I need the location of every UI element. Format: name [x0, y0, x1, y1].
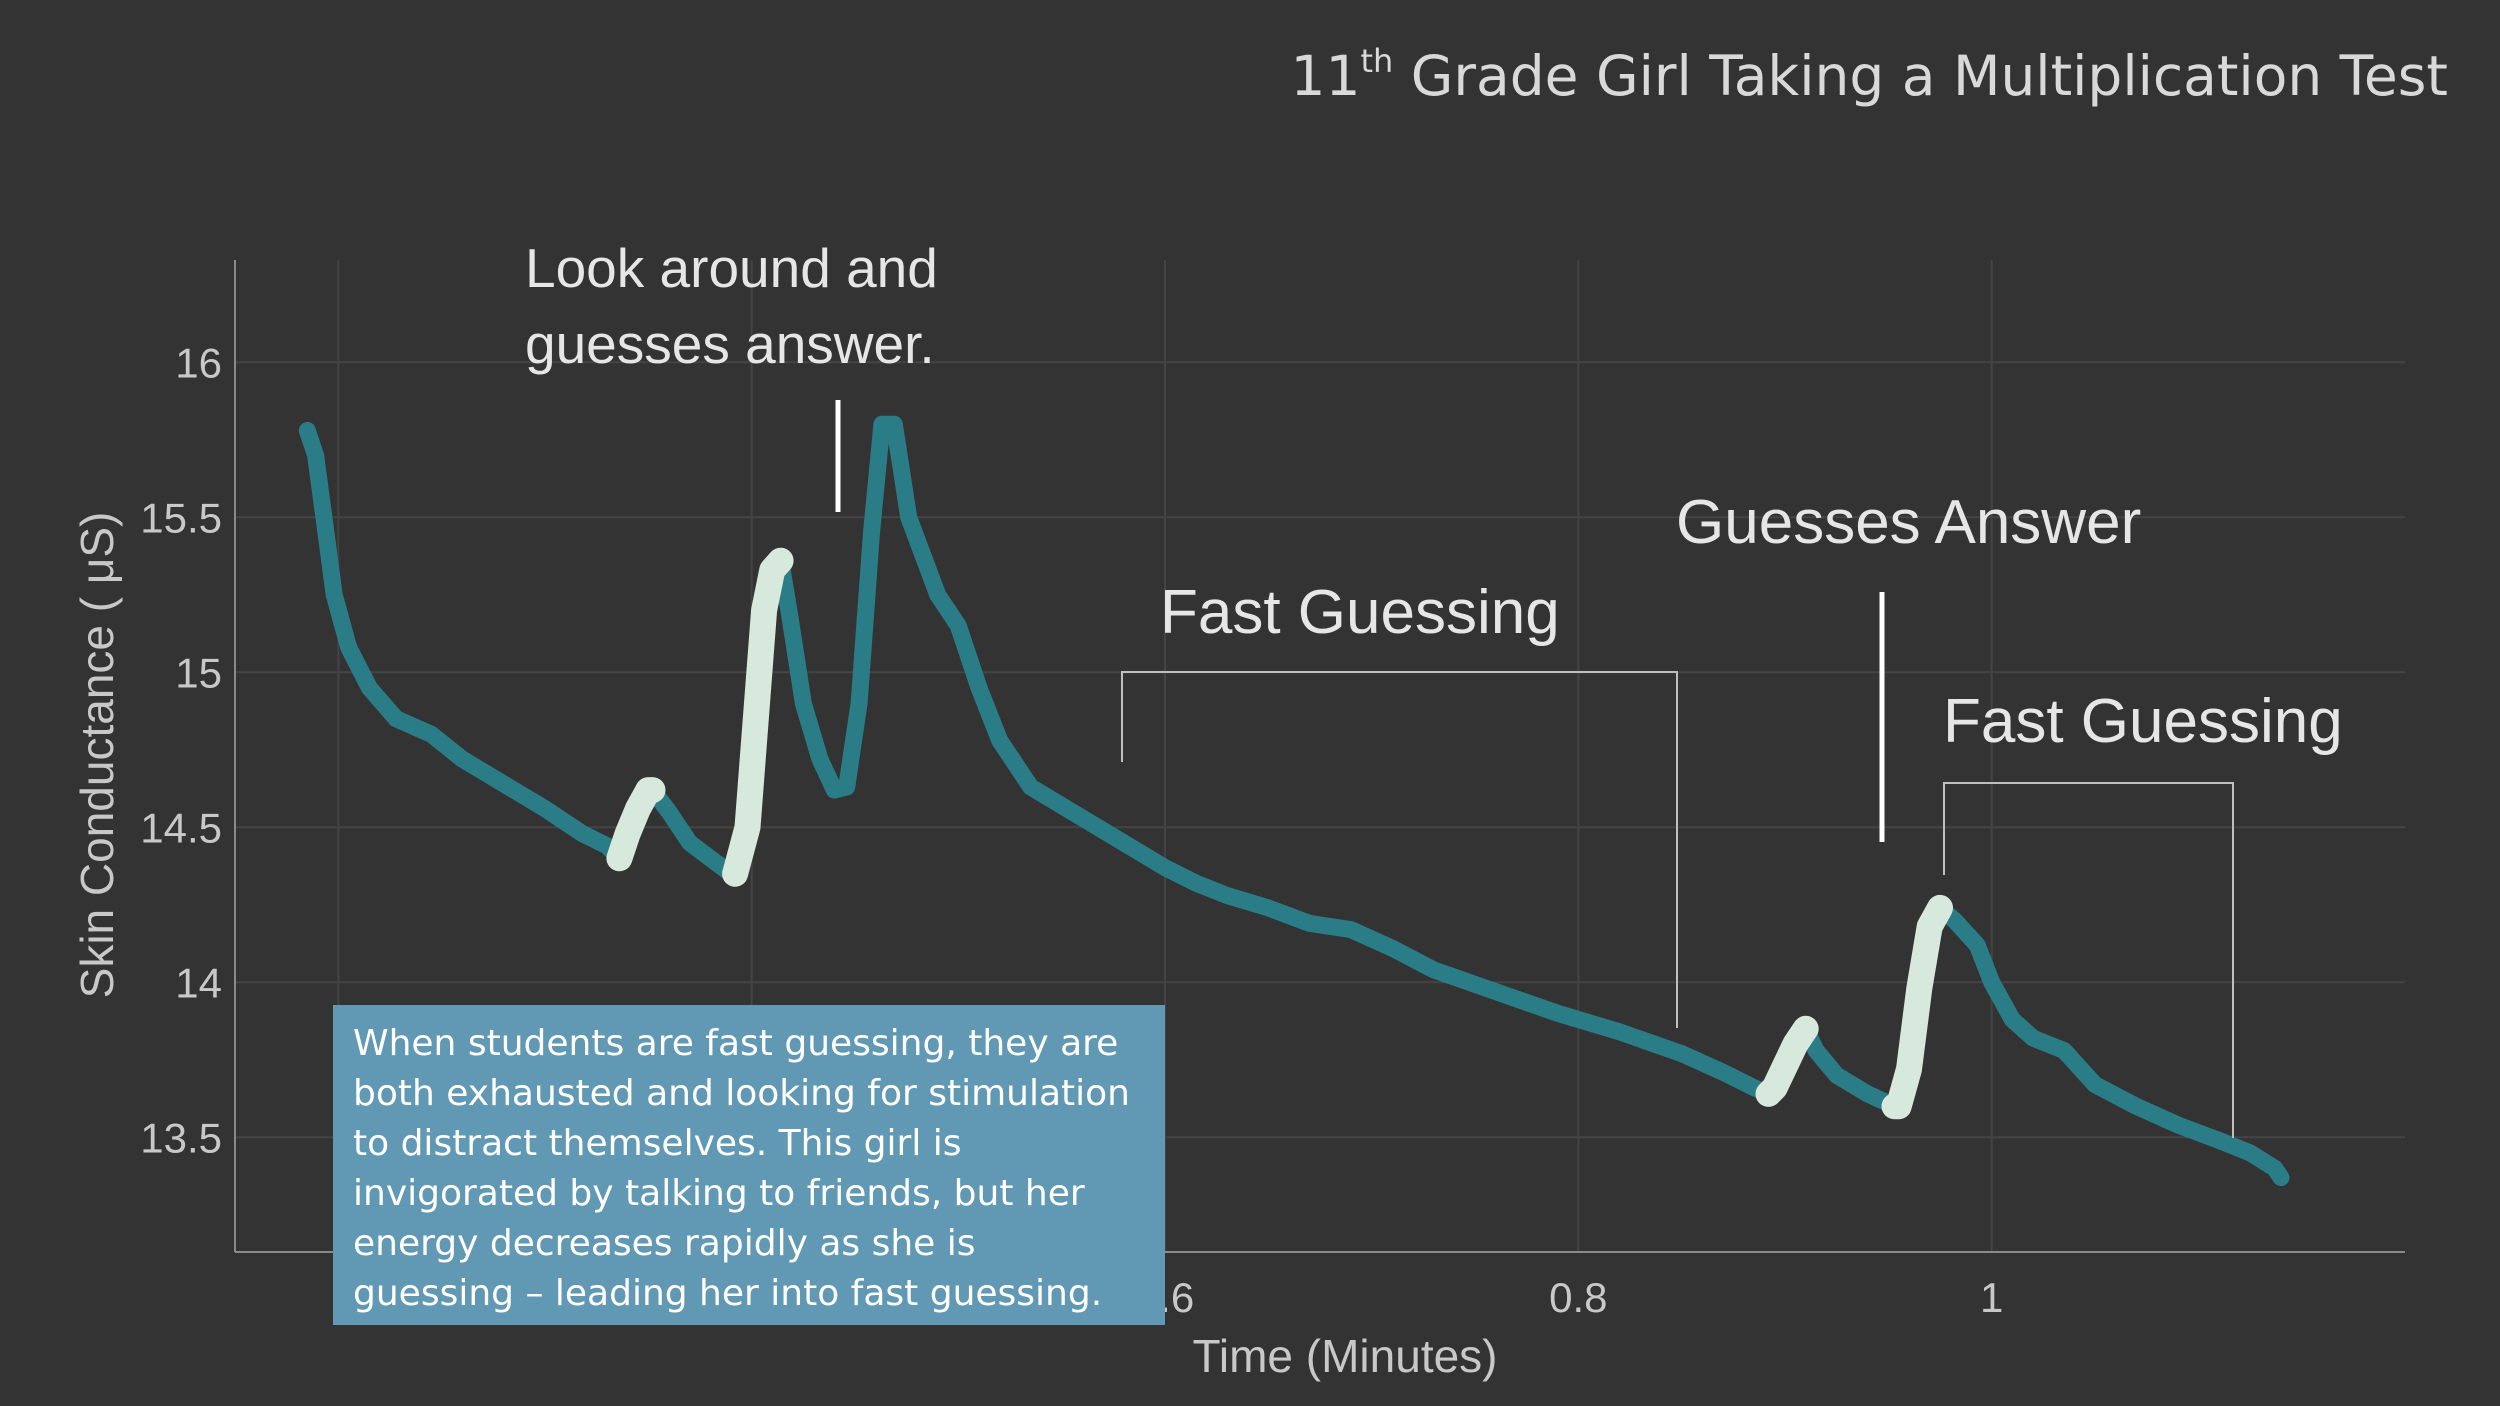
page-title: 11th Grade Girl Taking a Multiplication … [1290, 41, 2448, 108]
y-tick-label: 16 [175, 339, 222, 386]
y-tick-label: 14 [175, 959, 222, 1006]
annotation-guesses-answer: Guesses Answer [1676, 488, 2141, 557]
fast-guessing-bracket-2 [1943, 782, 2234, 1138]
explanation-callout: When students are fast guessing, they ar… [333, 1005, 1165, 1325]
annotation-labels: Look around and guesses answer. Fast Gue… [525, 237, 2343, 756]
guess-highlight-segment [606, 777, 666, 872]
y-tick-label: 15 [175, 649, 222, 696]
guess-highlight-segment [1881, 894, 1953, 1120]
x-tick-labels: 0.6 0.8 1 [1136, 1274, 2004, 1321]
x-axis-label: Time (Minutes) [1193, 1330, 1498, 1382]
guess-highlight-segment [1755, 1015, 1819, 1107]
annotation-look-around: Look around and guesses answer. [525, 237, 953, 375]
x-tick-label: 0.8 [1549, 1274, 1607, 1321]
annotation-fast-guessing-2: Fast Guessing [1943, 687, 2343, 756]
annotation-brackets [835, 400, 2234, 1138]
y-axis-label: Skin Conductance ( μS) [71, 512, 123, 999]
y-tick-label: 13.5 [140, 1114, 222, 1161]
y-tick-label: 15.5 [140, 494, 222, 541]
y-tick-label: 14.5 [140, 804, 222, 851]
annotation-fast-guessing-1: Fast Guessing [1160, 578, 1560, 647]
series-layer [298, 415, 2290, 1187]
y-tick-labels: 13.5 14 14.5 15 15.5 16 [140, 339, 222, 1161]
fast-guessing-bracket-1 [1121, 671, 1678, 1028]
guess-highlight-segment [722, 547, 794, 887]
x-tick-label: 1 [1980, 1274, 2003, 1321]
